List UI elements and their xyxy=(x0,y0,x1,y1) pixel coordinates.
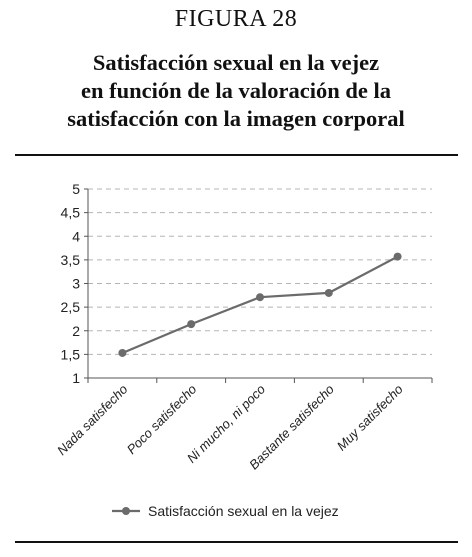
bottom-rule xyxy=(15,541,458,543)
data-point xyxy=(118,348,127,357)
legend-marker xyxy=(122,507,130,515)
gridlines xyxy=(88,188,432,355)
y-tick-label: 3,5 xyxy=(61,252,81,268)
figure-label: FIGURA 28 xyxy=(174,6,298,32)
chart-title: Satisfacción sexual en la vejez en funci… xyxy=(67,50,405,131)
data-point xyxy=(324,288,333,297)
y-tick-label: 2 xyxy=(72,323,80,339)
y-axis-ticks: 1 1,5 2 2,5 3 3,5 4 4,5 5 xyxy=(61,181,88,386)
y-tick-label: 1 xyxy=(72,370,80,386)
y-tick-label: 4 xyxy=(72,228,80,244)
y-tick-label: 3 xyxy=(72,276,80,292)
y-tick-label: 1,5 xyxy=(61,346,81,362)
legend-label: Satisfacción sexual en la vejez xyxy=(148,503,339,519)
data-point xyxy=(256,293,264,302)
data-point xyxy=(393,252,402,261)
x-category-label: Nada satisfecho xyxy=(54,382,131,459)
y-tick-label: 4,5 xyxy=(61,205,81,221)
series-group xyxy=(118,252,402,357)
series-line xyxy=(121,255,399,355)
legend: Satisfacción sexual en la vejez xyxy=(112,503,339,519)
data-point xyxy=(187,320,196,329)
y-tick-label: 5 xyxy=(72,181,80,197)
y-tick-label: 2,5 xyxy=(61,299,81,315)
top-rule xyxy=(15,154,458,156)
x-category-label: Poco satisfecho xyxy=(124,382,200,458)
x-category-label: Muy satisfecho xyxy=(334,382,406,454)
